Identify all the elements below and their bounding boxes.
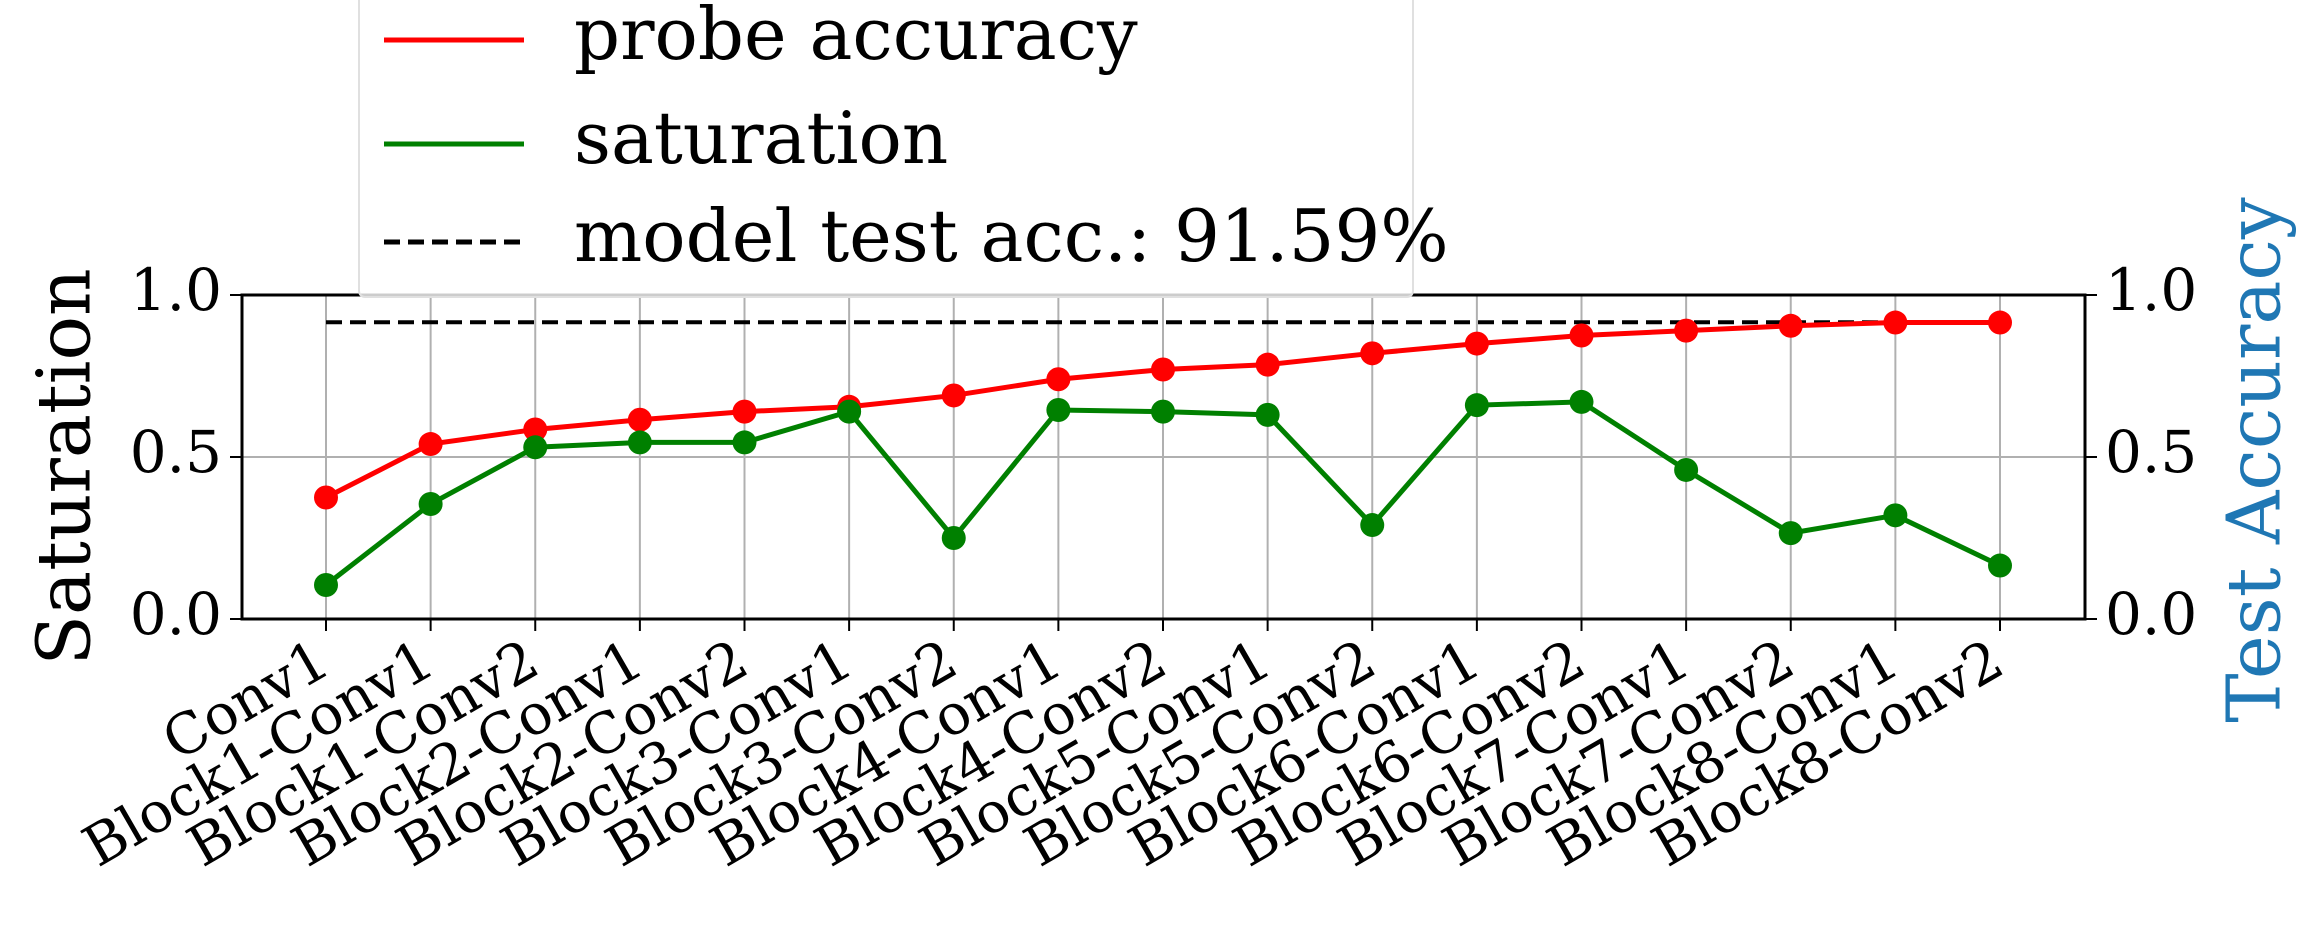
point <box>1046 367 1071 392</box>
y2-tick-label: 1.0 <box>2105 256 2197 324</box>
y-tick-label: 0.0 <box>130 580 222 648</box>
point <box>418 491 443 516</box>
point <box>837 399 862 424</box>
point <box>627 407 652 432</box>
y2-tick-label: 0.0 <box>2105 580 2197 648</box>
point <box>1883 310 1908 335</box>
point <box>1360 513 1385 538</box>
point <box>418 432 443 457</box>
point <box>941 526 966 550</box>
point <box>314 485 338 510</box>
legend-label: model test acc.: 91.59% <box>574 194 1449 278</box>
point <box>1988 553 2012 578</box>
point <box>1569 323 1594 348</box>
legend-label: probe accuracy <box>574 0 1138 76</box>
y-axis-label: Saturation <box>21 268 107 665</box>
point <box>1988 310 2012 335</box>
point <box>523 435 548 460</box>
point <box>732 399 757 424</box>
point <box>314 572 338 597</box>
point <box>1674 318 1699 343</box>
point <box>627 430 652 455</box>
point <box>1569 389 1594 414</box>
point <box>1883 503 1908 528</box>
point <box>941 383 966 408</box>
point <box>1464 331 1489 356</box>
point <box>1046 398 1071 423</box>
legend-box <box>358 0 1414 298</box>
point <box>523 417 548 442</box>
point <box>1464 393 1489 418</box>
point <box>1674 457 1699 482</box>
point <box>1151 357 1175 382</box>
legend-label: saturation <box>574 96 948 180</box>
y2-axis-label: Test Accuracy <box>2211 197 2297 723</box>
point <box>1778 521 1803 546</box>
point <box>1255 352 1280 377</box>
point <box>1255 402 1280 427</box>
y-tick-label: 0.5 <box>130 418 222 486</box>
y-tick-label: 1.0 <box>130 256 222 324</box>
point <box>732 430 757 455</box>
point <box>1151 399 1175 424</box>
y2-tick-label: 0.5 <box>2105 418 2197 486</box>
point <box>1778 313 1803 338</box>
point <box>1360 341 1385 366</box>
